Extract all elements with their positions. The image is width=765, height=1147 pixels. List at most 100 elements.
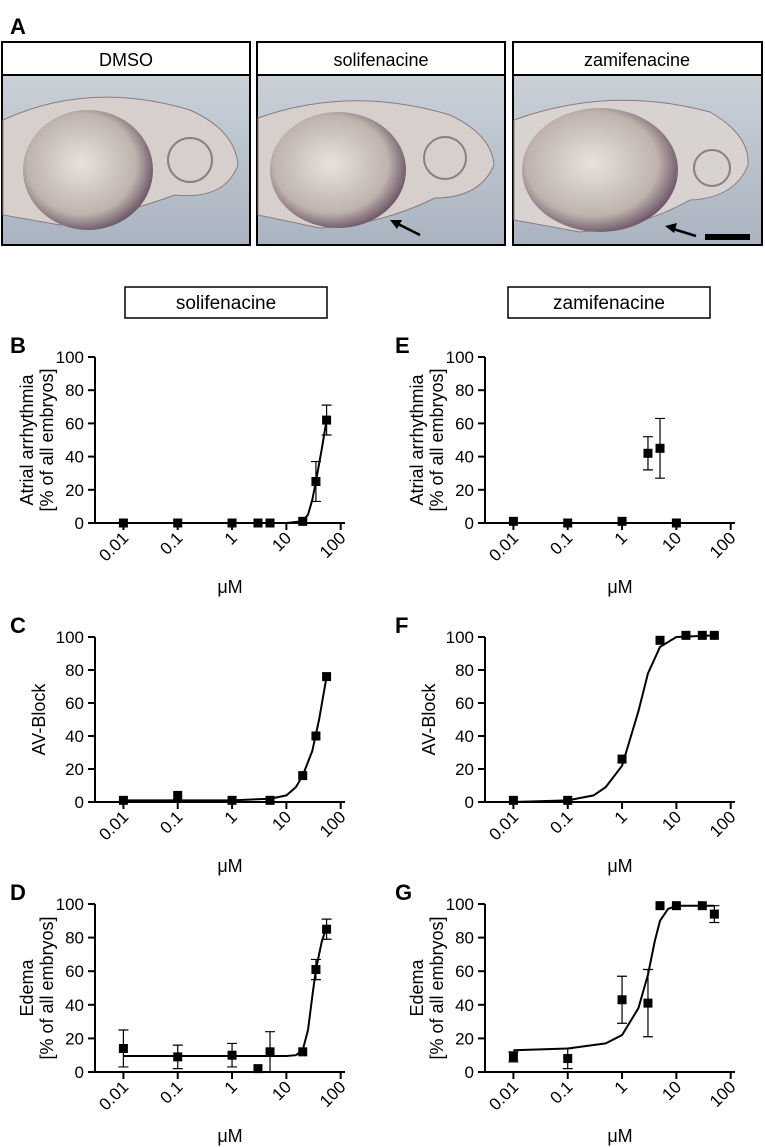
arrow-head (390, 220, 402, 229)
photo-title: DMSO (99, 50, 153, 70)
y-tick-label: 40 (455, 996, 474, 1015)
scale-bar (705, 234, 750, 240)
column-header: zamifenacine (553, 293, 665, 314)
data-point (709, 630, 719, 640)
data-point (617, 754, 627, 764)
data-point (311, 965, 321, 975)
y-tick-label: 20 (65, 1029, 84, 1048)
yolk (270, 112, 406, 228)
y-tick-label: 60 (65, 414, 84, 433)
y-tick-label: 100 (56, 895, 84, 914)
y-tick-label: 20 (455, 1029, 474, 1048)
y-tick-label: 80 (455, 661, 474, 680)
yolk (23, 110, 153, 230)
y-tick-label: 100 (446, 895, 474, 914)
y-tick-label: 40 (455, 448, 474, 467)
data-point (671, 901, 681, 911)
x-axis-label: μM (607, 1126, 632, 1146)
data-point (227, 518, 237, 528)
data-point (563, 518, 573, 528)
panel-label: B (10, 333, 26, 358)
y-tick-label: 0 (465, 1063, 474, 1082)
x-tick-label: 0.1 (156, 528, 186, 558)
y-tick-label: 0 (75, 514, 84, 533)
panel-label: C (10, 613, 26, 638)
y-tick-label: 40 (65, 727, 84, 746)
data-point (118, 795, 128, 805)
data-point (265, 1047, 275, 1057)
column-header: solifenacine (176, 293, 276, 314)
y-tick-label: 100 (446, 348, 474, 367)
y-axis-label: [% of all embryos] (37, 368, 57, 511)
x-tick-label: 10 (268, 807, 295, 834)
x-tick-label: 100 (706, 1077, 739, 1110)
x-tick-label: 1 (221, 807, 241, 827)
y-tick-label: 80 (455, 381, 474, 400)
x-axis-label: μM (607, 577, 632, 597)
data-point (617, 995, 627, 1005)
fit-curve (123, 419, 328, 524)
y-tick-label: 20 (455, 481, 474, 500)
y-axis-label: AV-Block (419, 683, 439, 756)
y-tick-label: 20 (455, 760, 474, 779)
x-axis-label: μM (607, 856, 632, 876)
data-point (227, 795, 237, 805)
photo-panel: solifenacine (256, 41, 506, 246)
data-point (253, 1064, 263, 1074)
x-tick-label: 0.01 (95, 807, 132, 844)
x-tick-label: 0.01 (485, 528, 522, 565)
x-tick-label: 0.1 (546, 528, 576, 558)
y-tick-label: 80 (65, 381, 84, 400)
chart: F 0 20 40 60 80 100 0.01 0.1 1 10 100 μM AV-Block (395, 613, 740, 876)
x-tick-label: 10 (268, 528, 295, 555)
eye (167, 137, 213, 183)
x-tick-label: 1 (611, 807, 631, 827)
x-tick-label: 0.1 (546, 1077, 576, 1107)
fit-curve (513, 634, 715, 803)
y-axis-label: AV-Block (29, 683, 49, 756)
data-point (563, 795, 573, 805)
x-tick-label: 0.1 (546, 807, 576, 837)
data-point (311, 477, 321, 486)
eye (423, 136, 467, 180)
data-point (681, 630, 691, 640)
data-point (709, 909, 719, 919)
x-tick-label: 100 (316, 807, 349, 840)
x-tick-label: 1 (221, 528, 241, 548)
arrow-head (665, 223, 677, 233)
data-point (655, 901, 665, 911)
data-point (173, 518, 183, 528)
y-axis-label: [% of all embryos] (427, 368, 447, 511)
y-axis-label: Edema (407, 959, 427, 1017)
y-tick-label: 60 (455, 694, 474, 713)
data-point (253, 518, 263, 528)
data-point (508, 1052, 518, 1062)
y-tick-label: 40 (65, 448, 84, 467)
y-tick-label: 100 (56, 628, 84, 647)
data-point (173, 1052, 183, 1062)
panel-label: F (395, 613, 408, 638)
y-tick-label: 0 (75, 1063, 84, 1082)
y-tick-label: 40 (455, 727, 474, 746)
y-tick-label: 60 (65, 694, 84, 713)
x-tick-label: 0.01 (485, 1077, 522, 1114)
column-header-box (507, 286, 711, 319)
fit-curve (513, 904, 715, 1052)
x-axis-label: μM (217, 1126, 242, 1146)
y-axis-label: [% of all embryos] (37, 916, 57, 1059)
data-point (311, 731, 321, 741)
chart: G 0 20 40 60 80 100 0.01 0.1 1 10 100 μM Edema [% of a… (395, 880, 740, 1146)
y-tick-label: 0 (75, 793, 84, 812)
data-point (298, 516, 308, 526)
data-point (265, 795, 275, 805)
panel-label: E (395, 333, 410, 358)
data-point (118, 1043, 128, 1053)
yolk (522, 108, 678, 232)
data-point (655, 635, 665, 645)
x-tick-label: 100 (706, 807, 739, 840)
x-tick-label: 0.1 (156, 1077, 186, 1107)
x-axis-label: μM (217, 856, 242, 876)
column-header-box (124, 286, 328, 319)
x-tick-label: 10 (658, 1077, 685, 1104)
